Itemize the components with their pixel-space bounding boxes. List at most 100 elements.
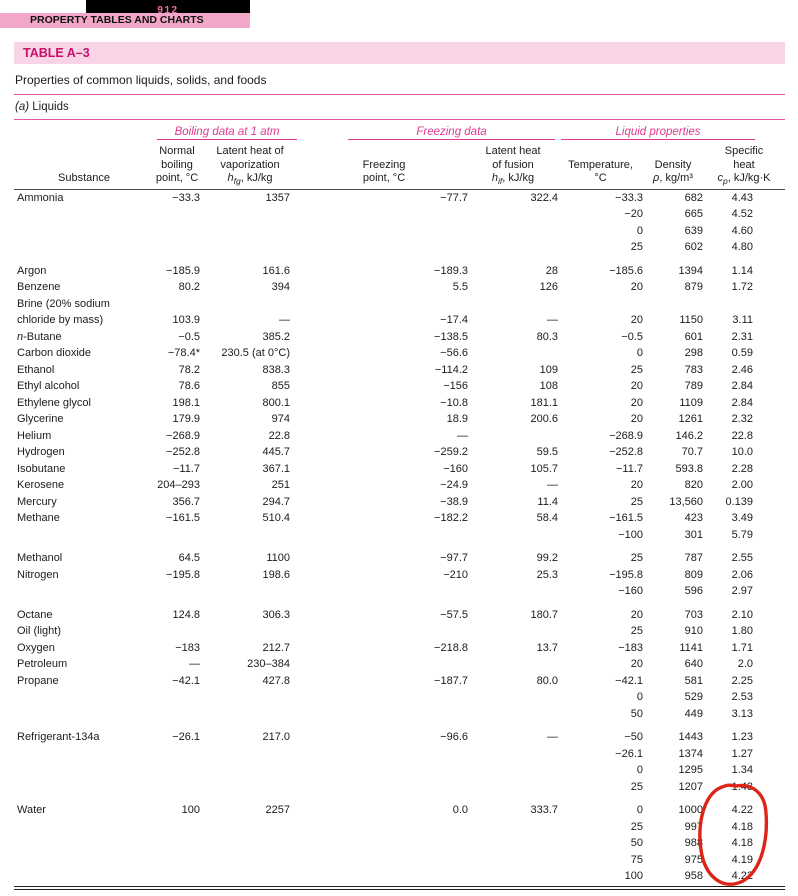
cell-hfg: 294.7 — [262, 495, 290, 508]
cell-fp: −114.2 — [434, 363, 468, 376]
cell-hif: 105.7 — [530, 462, 559, 475]
cell-hif: 13.7 — [536, 641, 559, 654]
cell-density: 1150 — [679, 314, 704, 327]
cell-fp: −210 — [443, 568, 468, 581]
cell-cp: 2.55 — [731, 552, 754, 565]
cell-hif — [468, 762, 558, 779]
cell-substance: Mercury — [17, 495, 57, 508]
cell-fp — [300, 746, 468, 763]
table-row: Mercury 356.7 294.7 −38.9 11.4 25 13,560 0.139 — [14, 494, 785, 511]
table-row: −20 665 4.52 — [14, 206, 785, 223]
table-row: Brine (20% sodium — [14, 296, 785, 313]
cell-temp: 25 — [630, 820, 644, 833]
cell-substance: Kerosene — [17, 479, 65, 492]
cell-density: 682 — [684, 191, 704, 204]
cell-temp: 20 — [630, 413, 644, 426]
cell-hif: 80.0 — [536, 674, 559, 687]
table-row: Benzene 80.2 394 5.5 126 20 879 1.72 — [14, 279, 785, 296]
cell-density: 787 — [684, 552, 704, 565]
cell-hif — [468, 689, 558, 706]
group-spacer-row — [14, 256, 785, 263]
cell-substance: Argon — [17, 264, 47, 277]
cell-cp: 4.22 — [731, 870, 754, 883]
table-label-band: TABLE A–3 — [14, 42, 785, 64]
cell-nbp — [154, 706, 200, 723]
cell-hfg — [200, 835, 300, 852]
cell-density: 640 — [684, 658, 704, 671]
cell-cp: 0.59 — [731, 347, 754, 360]
cell-temp: 20 — [630, 608, 644, 621]
cell-cp: 1.80 — [731, 625, 754, 638]
cell-hif: 109 — [539, 363, 559, 376]
cell-hfg — [200, 239, 300, 256]
table-row: 75 975 4.19 — [14, 852, 785, 869]
table-row: Ethyl alcohol 78.6 855 −156 108 20 789 2.84 — [14, 378, 785, 395]
cell-temp: −252.8 — [609, 446, 644, 459]
cell-hfg: 800.1 — [262, 396, 290, 409]
table-a3: TABLE A–3 Properties of common liquids, … — [14, 42, 786, 890]
cell-hif: 80.3 — [536, 330, 559, 343]
cell-substance — [14, 852, 154, 869]
cell-hif: 99.2 — [536, 552, 559, 565]
cell-hif — [468, 706, 558, 723]
cell-temp: 50 — [630, 837, 644, 850]
group-boiling-data: Boiling data at 1 atm — [157, 126, 297, 140]
cell-hfg: 1100 — [266, 552, 290, 565]
cell-hif — [468, 296, 558, 313]
cell-hif — [468, 239, 558, 256]
cell-temp: 25 — [630, 780, 644, 793]
table-row: 25 1207 1.43 — [14, 779, 785, 796]
cell-substance: n-Butane — [17, 330, 62, 343]
cell-nbp: −183 — [175, 641, 200, 654]
table-row: −100 301 5.79 — [14, 527, 785, 544]
cell-substance: Carbon dioxide — [17, 347, 91, 360]
table-row: Isobutane −11.7 367.1 −160 105.7 −11.7 593.8 2.… — [14, 461, 785, 478]
cell-hfg: 212.7 — [262, 641, 290, 654]
cell-nbp: −185.9 — [166, 264, 200, 277]
table-row: Helium −268.9 22.8 — −268.9 146.2 22.8 — [14, 428, 785, 445]
cell-temp: −183 — [618, 641, 644, 654]
cell-temp: 20 — [630, 658, 644, 671]
col-header-specific-heat: Specific heat cp, kJ/kg·K — [703, 140, 786, 190]
cell-substance: Ethylene glycol — [17, 396, 91, 409]
cell-temp: 25 — [630, 241, 644, 254]
cell-fp: −218.8 — [434, 641, 468, 654]
cell-nbp: −26.1 — [172, 731, 200, 744]
cell-fp — [300, 296, 468, 313]
cell-substance: Ethanol — [17, 363, 55, 376]
cell-nbp — [154, 239, 200, 256]
cell-temp: 0 — [636, 224, 644, 237]
cell-hfg — [200, 223, 300, 240]
col-header-boiling-point: Normal boiling point, °C — [154, 140, 200, 190]
cell-nbp: 356.7 — [172, 495, 200, 508]
cell-substance — [14, 746, 154, 763]
cell-density: 910 — [684, 625, 704, 638]
cell-cp: 2.00 — [731, 479, 754, 492]
cell-temp — [558, 296, 643, 313]
cell-density: 298 — [684, 347, 704, 360]
cell-temp: −161.5 — [609, 512, 644, 525]
cell-hfg — [200, 852, 300, 869]
cell-fp: −189.3 — [434, 264, 468, 277]
liquid-properties-table: Boiling data at 1 atm Freezing data Liqu… — [14, 120, 786, 885]
running-header-text: PROPERTY TABLES AND CHARTS — [30, 14, 204, 26]
group-freezing-data: Freezing data — [348, 126, 556, 140]
cell-hfg: 198.6 — [262, 568, 290, 581]
cell-cp: 2.31 — [731, 330, 754, 343]
cell-substance — [14, 223, 154, 240]
table-row: 0 1295 1.34 — [14, 762, 785, 779]
cell-density: 593.8 — [675, 462, 704, 475]
col-header-latent-heat-fusion: Latent heat of fusion hif, kJ/kg — [468, 140, 559, 190]
running-header-bar: PROPERTY TABLES AND CHARTS — [0, 13, 250, 28]
cell-temp: −20 — [624, 208, 644, 221]
cell-hif — [468, 746, 558, 763]
table-label: TABLE A–3 — [23, 46, 90, 60]
cell-cp — [703, 296, 785, 313]
cell-hfg — [200, 296, 300, 313]
cell-temp: −185.6 — [609, 264, 644, 277]
table-row: Oxygen −183 212.7 −218.8 13.7 −183 1141 1.71 — [14, 640, 785, 657]
cell-density: 146.2 — [675, 429, 704, 442]
cell-density: 1000 — [678, 804, 704, 817]
page-number-box: 912 — [86, 0, 250, 16]
cell-density: 988 — [684, 837, 704, 850]
